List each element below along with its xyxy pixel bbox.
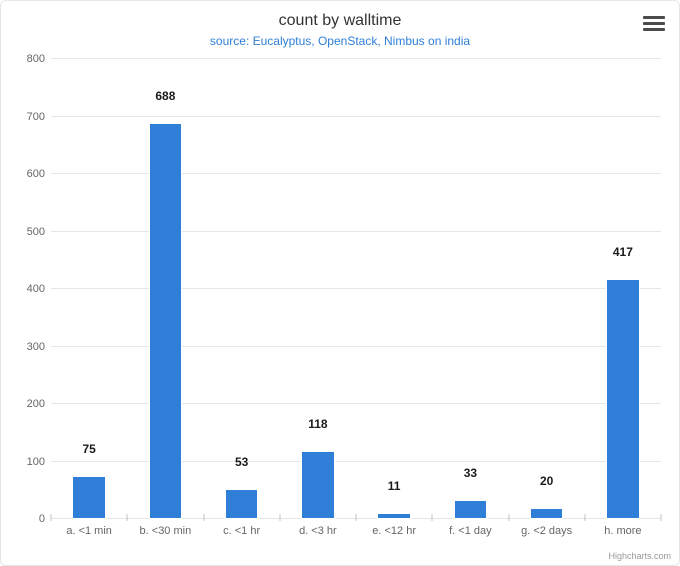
bar[interactable] [301, 451, 335, 519]
x-tick-label: g. <2 days [521, 519, 572, 539]
chart-title: count by walltime [1, 12, 679, 30]
data-label: 417 [613, 245, 633, 262]
x-tick-label: a. <1 min [66, 519, 112, 539]
bar[interactable] [530, 508, 564, 520]
x-tick-label: c. <1 hr [223, 519, 260, 539]
data-label: 75 [82, 442, 95, 459]
x-tick-label: e. <12 hr [372, 519, 416, 539]
x-tick-label: b. <30 min [140, 519, 192, 539]
data-label: 688 [155, 89, 175, 106]
bar[interactable] [149, 123, 183, 519]
y-tick-label: 600 [27, 168, 51, 180]
credits-link[interactable]: Highcharts.com [608, 551, 671, 561]
x-tick-label: d. <3 hr [299, 519, 337, 539]
subtitle-link[interactable]: source: Eucalyptus, OpenStack, Nimbus on… [210, 34, 470, 48]
gridline [51, 231, 661, 232]
bar[interactable] [606, 279, 640, 519]
x-tick [279, 514, 280, 521]
x-tick [508, 514, 509, 521]
y-tick-label: 700 [27, 111, 51, 123]
data-label: 20 [540, 474, 553, 491]
gridline [51, 58, 661, 59]
x-tick [661, 514, 662, 521]
gridline [51, 346, 661, 347]
data-label: 118 [308, 417, 327, 434]
x-tick-label: h. more [604, 519, 641, 539]
x-tick [127, 514, 128, 521]
y-tick-label: 800 [27, 53, 51, 65]
data-label: 53 [235, 455, 248, 472]
data-label: 33 [464, 466, 477, 483]
x-tick-label: f. <1 day [449, 519, 492, 539]
data-label: 11 [388, 479, 401, 496]
y-tick-label: 400 [27, 283, 51, 295]
chart-subtitle: source: Eucalyptus, OpenStack, Nimbus on… [1, 34, 679, 48]
gridline [51, 288, 661, 289]
y-tick-label: 300 [27, 341, 51, 353]
chart-container: count by walltime source: Eucalyptus, Op… [0, 0, 680, 566]
bar[interactable] [72, 476, 106, 519]
gridline [51, 403, 661, 404]
y-tick-label: 500 [27, 226, 51, 238]
gridline [51, 116, 661, 117]
plot-area: 010020030040050060070080075a. <1 min688b… [51, 59, 661, 519]
x-tick [356, 514, 357, 521]
gridline [51, 461, 661, 462]
y-tick-label: 0 [39, 513, 51, 525]
bar[interactable] [225, 489, 259, 519]
y-tick-label: 100 [27, 456, 51, 468]
x-tick [51, 514, 52, 521]
gridline [51, 173, 661, 174]
x-tick [203, 514, 204, 521]
x-tick [432, 514, 433, 521]
bar[interactable] [454, 500, 488, 519]
x-tick [584, 514, 585, 521]
y-tick-label: 200 [27, 398, 51, 410]
